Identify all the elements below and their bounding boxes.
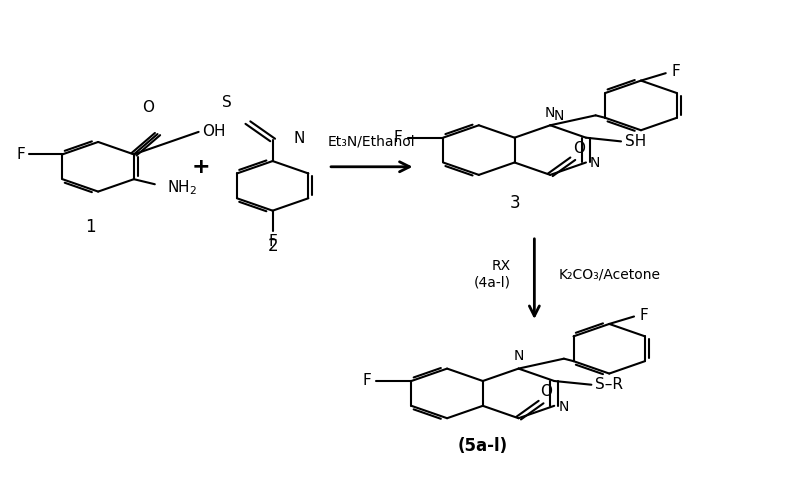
Text: F: F [671, 64, 680, 79]
Text: SH: SH [625, 134, 646, 149]
Text: N: N [293, 131, 304, 146]
Text: 1: 1 [85, 218, 95, 236]
Text: +: + [192, 157, 211, 177]
Text: K₂CO₃/Acetone: K₂CO₃/Acetone [558, 267, 660, 281]
Text: N: N [513, 349, 524, 363]
Text: OH: OH [203, 124, 226, 139]
Text: F: F [362, 374, 370, 388]
Text: N: N [590, 157, 600, 170]
Text: O: O [541, 384, 553, 399]
Text: F: F [268, 234, 277, 249]
Text: 2: 2 [267, 237, 278, 255]
Text: Et₃N/Ethanol: Et₃N/Ethanol [328, 135, 416, 149]
Text: O: O [573, 141, 585, 156]
Text: F: F [394, 130, 403, 145]
Text: NH$_2$: NH$_2$ [167, 179, 197, 197]
Text: (5a-l): (5a-l) [458, 437, 508, 455]
Text: O: O [142, 100, 153, 115]
Text: RX
(4a-l): RX (4a-l) [474, 259, 511, 289]
Text: F: F [640, 307, 648, 323]
Text: S: S [223, 95, 232, 110]
Text: N: N [545, 106, 555, 119]
Text: N: N [554, 109, 564, 123]
Text: N: N [558, 400, 569, 414]
Text: S–R: S–R [596, 377, 623, 392]
Text: 3: 3 [509, 194, 520, 212]
Text: F: F [17, 147, 26, 162]
